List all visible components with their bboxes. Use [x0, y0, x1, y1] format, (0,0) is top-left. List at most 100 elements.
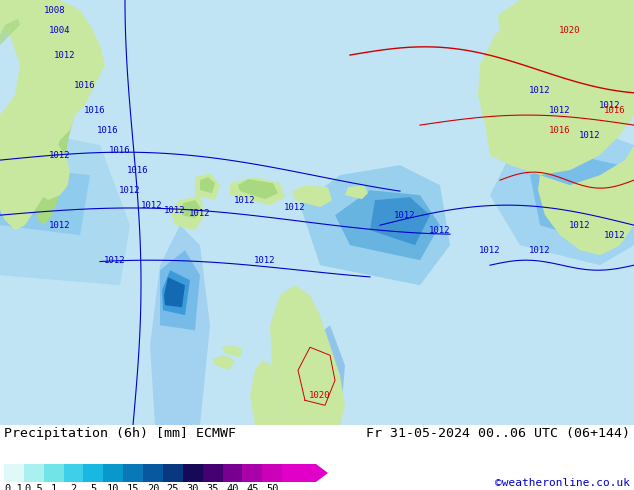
- Text: 1016: 1016: [84, 105, 106, 115]
- Bar: [123, 464, 143, 482]
- Polygon shape: [580, 0, 634, 17]
- Bar: [203, 464, 223, 482]
- Polygon shape: [490, 125, 634, 265]
- Polygon shape: [0, 5, 20, 45]
- Polygon shape: [498, 0, 580, 40]
- Bar: [103, 464, 123, 482]
- Polygon shape: [270, 285, 345, 425]
- Polygon shape: [238, 179, 278, 199]
- Text: 1012: 1012: [55, 50, 75, 60]
- Text: 30: 30: [186, 484, 199, 490]
- Text: 1012: 1012: [119, 186, 141, 195]
- Text: 1012: 1012: [599, 100, 621, 110]
- Text: 0.5: 0.5: [25, 484, 43, 490]
- Polygon shape: [0, 0, 105, 230]
- Text: 2: 2: [70, 484, 77, 490]
- Polygon shape: [0, 115, 70, 200]
- Text: 45: 45: [246, 484, 259, 490]
- Polygon shape: [213, 355, 235, 370]
- Text: 5: 5: [90, 484, 96, 490]
- Text: 25: 25: [167, 484, 179, 490]
- Text: Fr 31-05-2024 00..06 UTC (06+144): Fr 31-05-2024 00..06 UTC (06+144): [366, 427, 630, 441]
- Polygon shape: [182, 200, 200, 218]
- Polygon shape: [0, 0, 60, 35]
- Bar: [223, 464, 242, 482]
- Polygon shape: [0, 0, 634, 425]
- Text: 1012: 1012: [429, 226, 451, 235]
- Text: 1020: 1020: [309, 391, 331, 400]
- Polygon shape: [306, 360, 328, 403]
- Text: 1012: 1012: [49, 220, 71, 230]
- Text: 1012: 1012: [141, 200, 163, 210]
- Bar: [163, 464, 183, 482]
- Bar: [183, 464, 203, 482]
- Polygon shape: [345, 185, 368, 199]
- Text: 1012: 1012: [529, 86, 551, 95]
- Bar: [44, 464, 63, 482]
- Polygon shape: [308, 370, 324, 397]
- Text: 1012: 1012: [254, 256, 276, 265]
- Text: 1012: 1012: [394, 211, 416, 220]
- Polygon shape: [164, 277, 185, 307]
- Polygon shape: [170, 195, 205, 230]
- Bar: [262, 464, 282, 482]
- Text: 1008: 1008: [44, 5, 66, 15]
- Polygon shape: [0, 0, 634, 425]
- Text: 1016: 1016: [97, 125, 119, 135]
- Polygon shape: [370, 197, 430, 245]
- Text: 1012: 1012: [579, 131, 601, 140]
- Polygon shape: [160, 250, 200, 330]
- Bar: [242, 464, 262, 482]
- Text: 1012: 1012: [190, 209, 210, 218]
- Text: 1012: 1012: [529, 245, 551, 255]
- Bar: [24, 464, 44, 482]
- Polygon shape: [200, 177, 215, 193]
- Text: 1020: 1020: [559, 25, 581, 34]
- Polygon shape: [222, 345, 243, 357]
- Polygon shape: [250, 360, 295, 425]
- Polygon shape: [300, 165, 450, 285]
- Text: ©weatheronline.co.uk: ©weatheronline.co.uk: [495, 478, 630, 488]
- Polygon shape: [0, 125, 130, 285]
- Text: 1016: 1016: [604, 105, 626, 115]
- Polygon shape: [230, 177, 285, 205]
- Polygon shape: [150, 225, 210, 425]
- Polygon shape: [530, 155, 620, 240]
- Text: 1016: 1016: [549, 125, 571, 135]
- Polygon shape: [162, 270, 190, 315]
- Text: 1: 1: [51, 484, 57, 490]
- Text: 15: 15: [127, 484, 139, 490]
- Polygon shape: [290, 325, 345, 425]
- Polygon shape: [302, 350, 335, 410]
- Bar: [84, 464, 103, 482]
- Text: 1012: 1012: [234, 196, 256, 205]
- Polygon shape: [292, 185, 332, 207]
- Bar: [143, 464, 163, 482]
- Text: 1012: 1012: [569, 220, 591, 230]
- Text: 1012: 1012: [104, 256, 126, 265]
- Text: 35: 35: [206, 484, 219, 490]
- Bar: [282, 464, 302, 482]
- Text: 1012: 1012: [604, 231, 626, 240]
- Polygon shape: [35, 115, 75, 225]
- Text: 1012: 1012: [479, 245, 501, 255]
- Text: 1012: 1012: [49, 150, 71, 160]
- Text: 1012: 1012: [549, 105, 571, 115]
- Text: 1012: 1012: [164, 206, 186, 215]
- Polygon shape: [538, 145, 634, 255]
- Polygon shape: [195, 173, 220, 200]
- Bar: [63, 464, 84, 482]
- Polygon shape: [0, 165, 90, 235]
- Text: 1016: 1016: [109, 146, 131, 155]
- Text: 1004: 1004: [49, 25, 71, 34]
- Text: 1016: 1016: [74, 80, 96, 90]
- FancyArrow shape: [302, 464, 328, 482]
- Text: 1016: 1016: [127, 166, 149, 174]
- Text: 50: 50: [266, 484, 278, 490]
- Bar: [4, 464, 24, 482]
- Text: 1012: 1012: [284, 203, 306, 212]
- Text: 10: 10: [107, 484, 120, 490]
- Text: 0.1: 0.1: [4, 484, 23, 490]
- Text: Precipitation (6h) [mm] ECMWF: Precipitation (6h) [mm] ECMWF: [4, 427, 236, 441]
- Text: 40: 40: [226, 484, 239, 490]
